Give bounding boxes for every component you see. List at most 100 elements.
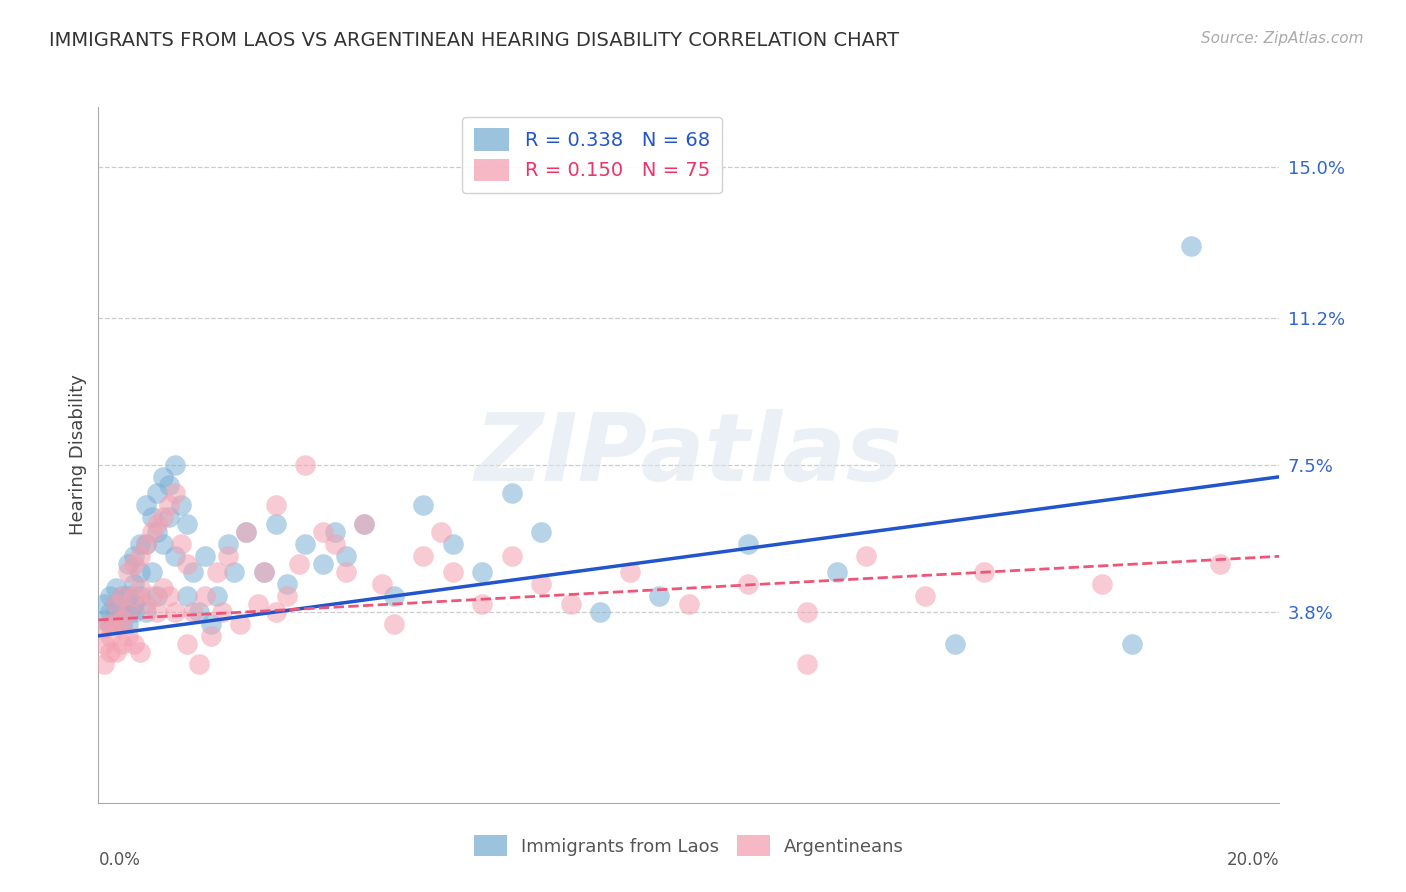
Point [353,517,375,532]
Point [117,565,139,579]
Point [165,458,187,472]
Point [224,565,246,579]
Point [855,549,877,564]
Point [441,537,464,551]
Point [128,645,150,659]
Point [135,597,157,611]
Point [371,577,394,591]
Point [135,605,157,619]
Point [323,537,346,551]
Point [141,509,163,524]
Point [152,581,174,595]
Point [98,629,121,643]
Point [217,537,239,551]
Point [335,549,357,564]
Text: 0.0%: 0.0% [98,850,141,869]
Point [93,657,115,671]
Point [973,565,995,579]
Point [294,458,316,472]
Point [530,525,553,540]
Point [294,537,316,551]
Point [165,485,187,500]
Point [157,509,180,524]
Point [501,485,523,500]
Point [117,629,139,643]
Point [737,577,759,591]
Point [914,589,936,603]
Point [122,597,145,611]
Point [117,558,139,572]
Point [1209,558,1232,572]
Point [471,597,494,611]
Point [117,605,139,619]
Point [170,498,193,512]
Point [264,517,287,532]
Point [205,565,228,579]
Point [678,597,700,611]
Point [181,605,204,619]
Point [441,565,464,579]
Point [471,565,494,579]
Point [128,565,150,579]
Point [382,589,405,603]
Point [152,470,174,484]
Point [1091,577,1114,591]
Point [165,605,187,619]
Point [796,657,818,671]
Point [98,605,121,619]
Point [122,605,145,619]
Point [93,597,115,611]
Point [1180,239,1202,253]
Point [111,605,134,619]
Point [117,589,139,603]
Legend: Immigrants from Laos, Argentineans: Immigrants from Laos, Argentineans [467,828,911,863]
Point [157,477,180,491]
Point [288,558,311,572]
Point [560,597,582,611]
Point [146,525,169,540]
Text: ZIPatlas: ZIPatlas [475,409,903,501]
Point [530,577,553,591]
Point [312,525,335,540]
Point [235,525,257,540]
Point [187,605,209,619]
Point [111,589,134,603]
Point [111,637,134,651]
Point [1121,637,1143,651]
Point [141,525,163,540]
Point [157,498,180,512]
Point [412,498,434,512]
Point [825,565,848,579]
Point [235,525,257,540]
Point [353,517,375,532]
Point [93,637,115,651]
Point [253,565,276,579]
Point [501,549,523,564]
Point [737,537,759,551]
Point [619,565,641,579]
Point [152,537,174,551]
Point [122,549,145,564]
Point [98,616,121,631]
Y-axis label: Hearing Disability: Hearing Disability [69,375,87,535]
Point [152,509,174,524]
Point [111,589,134,603]
Point [211,605,233,619]
Point [141,565,163,579]
Point [111,613,134,627]
Point [229,616,252,631]
Point [122,577,145,591]
Point [181,565,204,579]
Point [176,558,198,572]
Point [264,498,287,512]
Point [93,613,115,627]
Point [105,645,128,659]
Point [141,589,163,603]
Point [98,589,121,603]
Point [93,621,115,635]
Point [217,549,239,564]
Point [176,517,198,532]
Point [943,637,966,651]
Point [335,565,357,579]
Point [165,549,187,564]
